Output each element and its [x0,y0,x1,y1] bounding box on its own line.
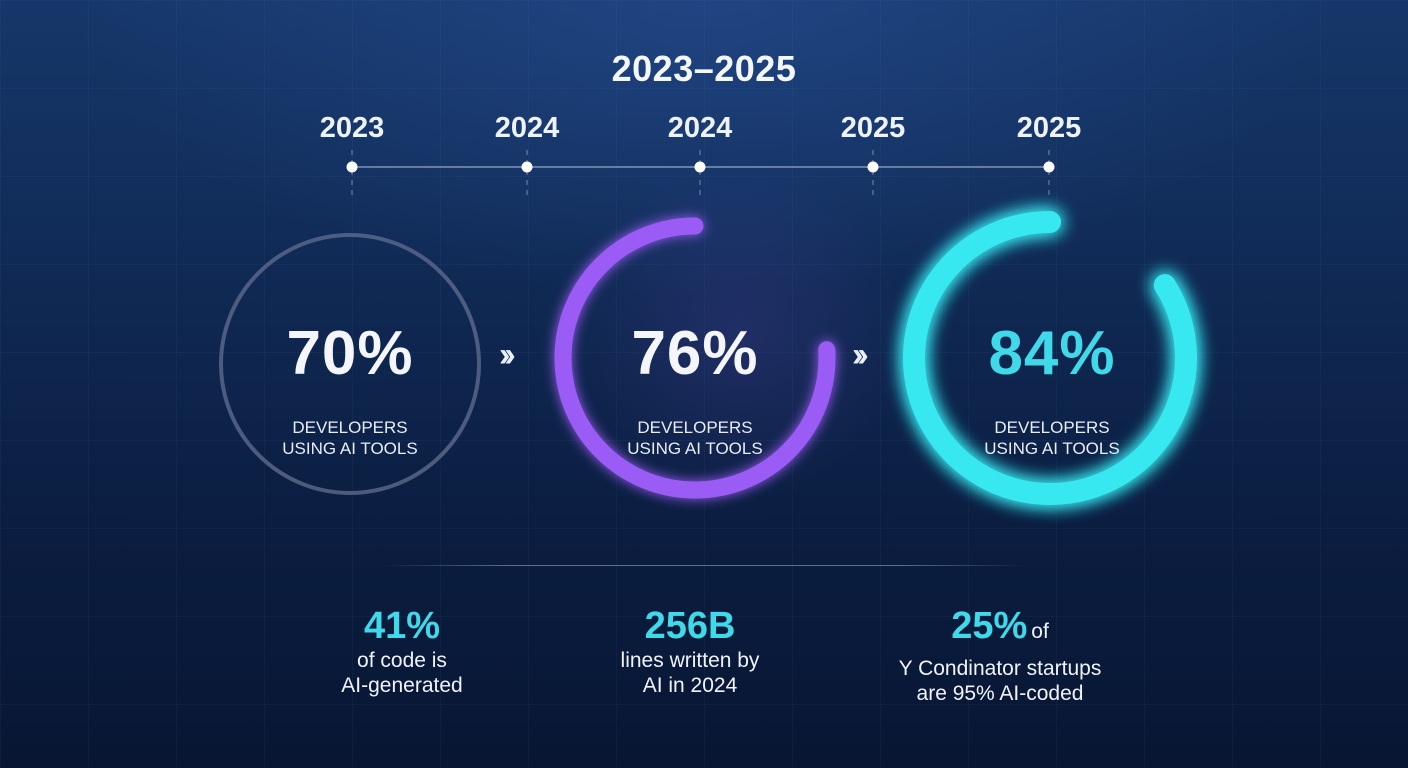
ring-caption-line1: DEVELOPERS [994,418,1110,437]
progress-rings [219,160,1197,505]
progress-ring-2 [554,217,836,499]
ring-value: 70% [286,319,414,388]
stat-text-line1: of code is [357,649,447,672]
ring-caption-line2: USING AI TOOLS [627,439,763,458]
stat-lines-written: 256B lines written by AI in 2024 [580,604,800,698]
stat-text: Y Condinator startups are 95% AI-coded [855,656,1145,706]
stat-value-suffix: of [1031,620,1049,643]
stat-text: of code is AI-generated [292,648,512,698]
timeline-point [1043,161,1055,173]
stat-code-ai-generated: 41% of code is AI-generated [292,604,512,698]
ring-value: 76% [631,319,759,388]
timeline-label: 2023 [319,112,385,144]
timeline-label: 2025 [840,112,906,144]
timeline-label: 2025 [1016,112,1082,144]
stat-text-line1: Y Condinator startups [898,657,1102,680]
ring-caption-line2: USING AI TOOLS [984,439,1120,458]
timeline-point [346,161,358,173]
double-chevron-right-icon: ›› [852,336,868,374]
stat-value: 25% [951,605,1028,647]
stat-text-line2: AI in 2024 [642,674,738,697]
stat-yc-startups: 25% of Y Condinator startups are 95% AI-c… [855,604,1145,706]
ring-block-2024: 76% DEVELOPERS USING AI TOOLS [555,0,835,768]
timeline-label: 2024 [494,112,560,144]
ring-halo [570,160,910,500]
timeline-label: 2024 [667,112,733,144]
section-divider [380,565,1028,566]
double-chevron-right-icon: ›› [499,336,515,374]
ring-value: 84% [988,319,1116,388]
progress-ring-3 [903,211,1197,505]
ring-caption-line2: USING AI TOOLS [282,439,418,458]
ring-caption: DEVELOPERS USING AI TOOLS [210,417,490,459]
ring-caption: DEVELOPERS USING AI TOOLS [555,417,835,459]
ring-caption-line1: DEVELOPERS [292,418,408,437]
ring-caption: DEVELOPERS USING AI TOOLS [912,417,1192,459]
ring-caption-line1: DEVELOPERS [637,418,753,437]
ring-block-2025: 84% DEVELOPERS USING AI TOOLS [912,0,1192,768]
stat-text: lines written by AI in 2024 [580,648,800,698]
stat-value: 256B [644,605,736,647]
stat-text-line2: AI-generated [341,674,463,697]
progress-ring-1 [219,233,481,495]
stat-text-line2: are 95% AI-coded [916,682,1084,705]
timeline-point [867,161,879,173]
timeline-point [521,161,533,173]
stat-text-line1: lines written by [620,649,760,672]
page-title: 2023–2025 [611,48,797,89]
stat-value: 41% [363,605,441,647]
stat-value-row: 25% of [855,604,1145,656]
ring-block-2023: 70% DEVELOPERS USING AI TOOLS [210,0,490,768]
